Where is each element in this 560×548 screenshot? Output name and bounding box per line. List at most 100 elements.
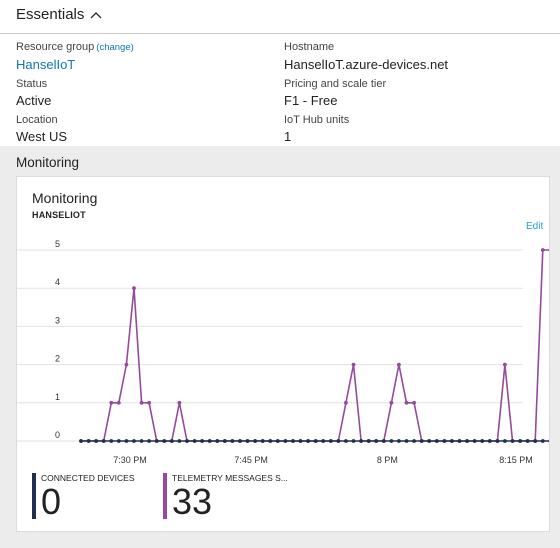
iot-hub-units-label: IoT Hub units <box>284 114 350 126</box>
data-point <box>124 362 129 367</box>
data-point <box>238 439 242 443</box>
data-point <box>94 439 98 443</box>
data-point <box>351 362 356 367</box>
data-point <box>548 248 549 252</box>
monitoring-section-title: Monitoring <box>16 155 80 170</box>
data-point <box>306 439 310 443</box>
data-point <box>253 439 257 443</box>
data-point <box>177 400 182 405</box>
data-point <box>109 400 114 405</box>
data-point <box>132 286 136 291</box>
data-point <box>503 362 507 367</box>
data-point <box>450 439 454 443</box>
data-point <box>404 439 409 443</box>
data-point <box>291 439 295 443</box>
data-point <box>147 400 152 405</box>
y-tick-label: 0 <box>55 430 60 440</box>
data-point <box>518 439 522 443</box>
data-point <box>412 439 416 443</box>
data-point <box>434 439 439 443</box>
y-tick-label: 2 <box>55 354 60 364</box>
edit-link[interactable]: Edit <box>526 221 544 232</box>
y-tick-label: 5 <box>55 239 60 249</box>
data-point <box>185 439 189 443</box>
resource-group-link[interactable]: HanselIoT <box>16 57 76 72</box>
change-resource-group-link[interactable]: (change) <box>96 42 134 53</box>
data-point <box>419 439 424 443</box>
iot-hub-units-value: 1 <box>284 129 292 144</box>
connected-devices-color-bar <box>32 473 36 519</box>
x-tick-label: 8 PM <box>377 455 398 465</box>
connected-devices-value: 0 <box>41 481 62 522</box>
location-label: Location <box>16 114 58 126</box>
data-point <box>404 400 409 405</box>
data-point <box>245 439 250 443</box>
data-point <box>124 439 129 443</box>
pricing-tier-value: F1 - Free <box>284 93 338 108</box>
data-point <box>215 439 220 443</box>
chevron-up-icon[interactable] <box>90 10 102 22</box>
y-tick-label: 3 <box>55 315 60 325</box>
tile-title: Monitoring <box>32 190 98 206</box>
data-point <box>442 439 447 443</box>
data-point <box>139 439 144 443</box>
data-point <box>222 439 227 443</box>
data-point <box>374 439 379 443</box>
x-tick-label: 8:15 PM <box>499 455 533 465</box>
data-point <box>154 439 159 443</box>
data-point <box>192 439 197 443</box>
data-point <box>427 439 432 443</box>
data-point <box>533 439 538 443</box>
x-tick-label: 7:30 PM <box>113 455 147 465</box>
y-tick-label: 4 <box>55 277 60 287</box>
data-point <box>116 439 121 443</box>
data-point <box>86 439 91 443</box>
data-point <box>321 439 326 443</box>
data-point <box>540 439 545 443</box>
tile-subtitle: HANSELIOT <box>32 210 86 220</box>
essentials-header[interactable]: Essentials <box>0 0 560 34</box>
monitoring-chart: 0 1 2 3 4 5 7:30 PM 7:45 PM 8 PM 8:15 PM <box>17 239 549 465</box>
data-point <box>109 439 114 443</box>
data-point <box>397 439 401 443</box>
data-point <box>116 400 121 405</box>
data-point <box>344 400 348 405</box>
data-point <box>480 439 485 443</box>
data-point <box>472 439 477 443</box>
pricing-tier-label: Pricing and scale tier <box>284 78 387 90</box>
data-point <box>177 439 182 443</box>
data-point <box>79 439 83 443</box>
data-point <box>495 439 500 443</box>
data-point <box>487 439 492 443</box>
data-point <box>283 439 288 443</box>
data-point <box>101 439 106 443</box>
data-point <box>313 439 318 443</box>
data-point <box>207 439 212 443</box>
data-point <box>268 439 273 443</box>
monitoring-tile[interactable]: Monitoring HANSELIOT Edit 0 1 2 3 4 5 7:30 PM 7… <box>16 176 550 532</box>
telemetry-messages-label: TELEMETRY MESSAGES S... <box>172 473 288 483</box>
essentials-title: Essentials <box>16 6 85 23</box>
x-tick-label: 7:45 PM <box>234 455 268 465</box>
data-point <box>465 439 469 443</box>
data-point <box>275 439 280 443</box>
data-point <box>260 439 265 443</box>
data-point <box>344 439 348 443</box>
hostname-value: HanselIoT.azure-devices.net <box>284 57 449 72</box>
data-point <box>397 362 401 367</box>
data-point <box>162 439 167 443</box>
hostname-label: Hostname <box>284 41 335 53</box>
data-point <box>298 439 303 443</box>
telemetry-messages-value: 33 <box>172 481 213 522</box>
status-label: Status <box>16 78 48 90</box>
data-point <box>351 439 356 443</box>
data-point <box>412 400 416 405</box>
data-point <box>359 439 363 443</box>
data-point <box>525 439 530 443</box>
series-line-0 <box>81 249 549 442</box>
data-point <box>147 439 152 443</box>
data-point <box>336 439 341 443</box>
resource-group-label: Resource group (change) <box>16 41 134 53</box>
data-point <box>540 248 545 252</box>
data-point <box>132 439 136 443</box>
